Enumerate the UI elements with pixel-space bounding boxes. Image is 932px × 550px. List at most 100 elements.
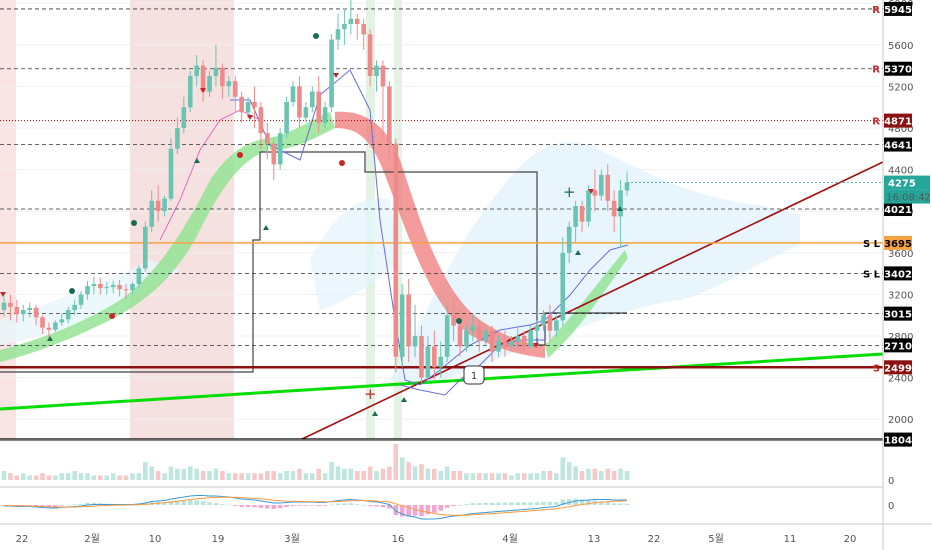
volume-bar xyxy=(534,473,540,480)
candle xyxy=(200,60,206,102)
candle xyxy=(65,306,71,324)
candle-body xyxy=(483,330,489,342)
macd-histogram-bar xyxy=(534,502,540,505)
macd-histogram-bar xyxy=(528,502,533,505)
volume-bar xyxy=(258,473,264,480)
macd-line xyxy=(4,495,627,520)
candle xyxy=(162,195,167,217)
marker-dot xyxy=(69,288,75,294)
macd-histogram-bar xyxy=(187,499,193,505)
volume-bar xyxy=(277,473,283,480)
candle xyxy=(534,320,540,339)
candle-body xyxy=(200,65,206,92)
macd-histogram-bar xyxy=(322,505,328,506)
volume-bar xyxy=(27,475,32,480)
macd-histogram-bar xyxy=(46,505,52,507)
candle xyxy=(464,325,469,352)
candle xyxy=(220,63,225,99)
candle xyxy=(483,325,489,347)
candle-body xyxy=(187,76,193,108)
candle xyxy=(175,117,180,154)
macd-histogram-bar xyxy=(258,505,264,508)
volume-bar xyxy=(560,457,566,480)
candle-body xyxy=(104,287,110,289)
candle xyxy=(573,200,578,243)
down-arrow-icon xyxy=(333,73,339,78)
candle-body xyxy=(130,284,135,291)
candle xyxy=(14,299,20,323)
volume-bar xyxy=(130,473,135,480)
x-tick-label: 3월 xyxy=(284,533,300,545)
candle-body xyxy=(322,107,328,123)
macd-histogram-bar xyxy=(554,501,559,505)
marker-dot xyxy=(109,313,115,319)
volume-bar xyxy=(316,468,322,480)
volume-bar xyxy=(85,473,90,480)
candle-body xyxy=(605,174,611,201)
candle xyxy=(354,13,360,40)
candle-body xyxy=(149,200,155,227)
volume-bar xyxy=(290,471,296,480)
y-tick-label: 4400 xyxy=(888,166,913,177)
volume-bar xyxy=(380,468,386,480)
volume-bar xyxy=(265,471,270,480)
tag-value: 1804 xyxy=(884,436,912,447)
macd-histogram-bar xyxy=(290,505,296,506)
macd-histogram-bar xyxy=(380,505,386,508)
pattern-label-box[interactable] xyxy=(463,365,485,385)
tag-background xyxy=(884,306,912,321)
cloud-shape xyxy=(310,198,400,310)
green-ma-band xyxy=(0,138,270,362)
marker-dot xyxy=(339,160,345,166)
volume-bar xyxy=(245,473,251,480)
current-price-value: 4275 xyxy=(888,179,916,190)
candle xyxy=(232,76,238,113)
macd-histogram-bar xyxy=(624,503,630,505)
volume-bar xyxy=(348,468,354,480)
candle xyxy=(432,330,437,380)
down-arrow-icon xyxy=(0,292,6,297)
level-marker: S L xyxy=(863,269,881,280)
candle-body xyxy=(515,336,521,342)
candles xyxy=(1,0,630,383)
macd-histogram-bar xyxy=(560,499,566,505)
level-price-tag: 5370 xyxy=(884,61,912,76)
candle xyxy=(181,96,187,134)
x-tick-label: 16 xyxy=(392,534,405,545)
candle-body xyxy=(1,302,7,310)
candle xyxy=(226,76,232,97)
macd-histogram-bar xyxy=(367,505,373,507)
candle-body xyxy=(470,325,476,331)
macd-histogram-bar xyxy=(547,501,553,505)
volume-bar xyxy=(425,468,431,480)
down-arrow-icon xyxy=(200,88,206,93)
current-price-tag[interactable]: 4275 16:08:42 xyxy=(884,175,931,204)
volume-bar xyxy=(579,471,585,480)
candle xyxy=(502,330,508,357)
x-tick-label: 22 xyxy=(16,534,29,545)
volume-bar xyxy=(187,466,193,480)
candle-body xyxy=(399,294,405,357)
candle xyxy=(509,336,514,352)
volume-bar xyxy=(226,473,232,480)
candle-body xyxy=(432,346,437,368)
candle xyxy=(194,55,199,87)
time-axis[interactable]: 22 2월 10 19 3월 16 4월 13 22 5월 11 20 xyxy=(16,533,857,545)
macd-histogram-bar xyxy=(599,501,604,505)
candle xyxy=(586,185,591,227)
tag-background xyxy=(884,175,930,190)
candle-body xyxy=(53,322,58,330)
candle xyxy=(425,336,431,383)
candle xyxy=(412,304,418,357)
macd-histogram-bar xyxy=(162,501,167,505)
red-trendline xyxy=(299,161,884,441)
macd-histogram-bar xyxy=(489,502,495,505)
volume-bar xyxy=(541,471,546,480)
volume-bar xyxy=(419,464,424,480)
macd-histogram-bar xyxy=(361,504,366,506)
candle-body xyxy=(123,289,129,291)
candle xyxy=(252,86,257,128)
up-arrow-icon xyxy=(575,250,581,255)
tag-background xyxy=(884,202,912,217)
